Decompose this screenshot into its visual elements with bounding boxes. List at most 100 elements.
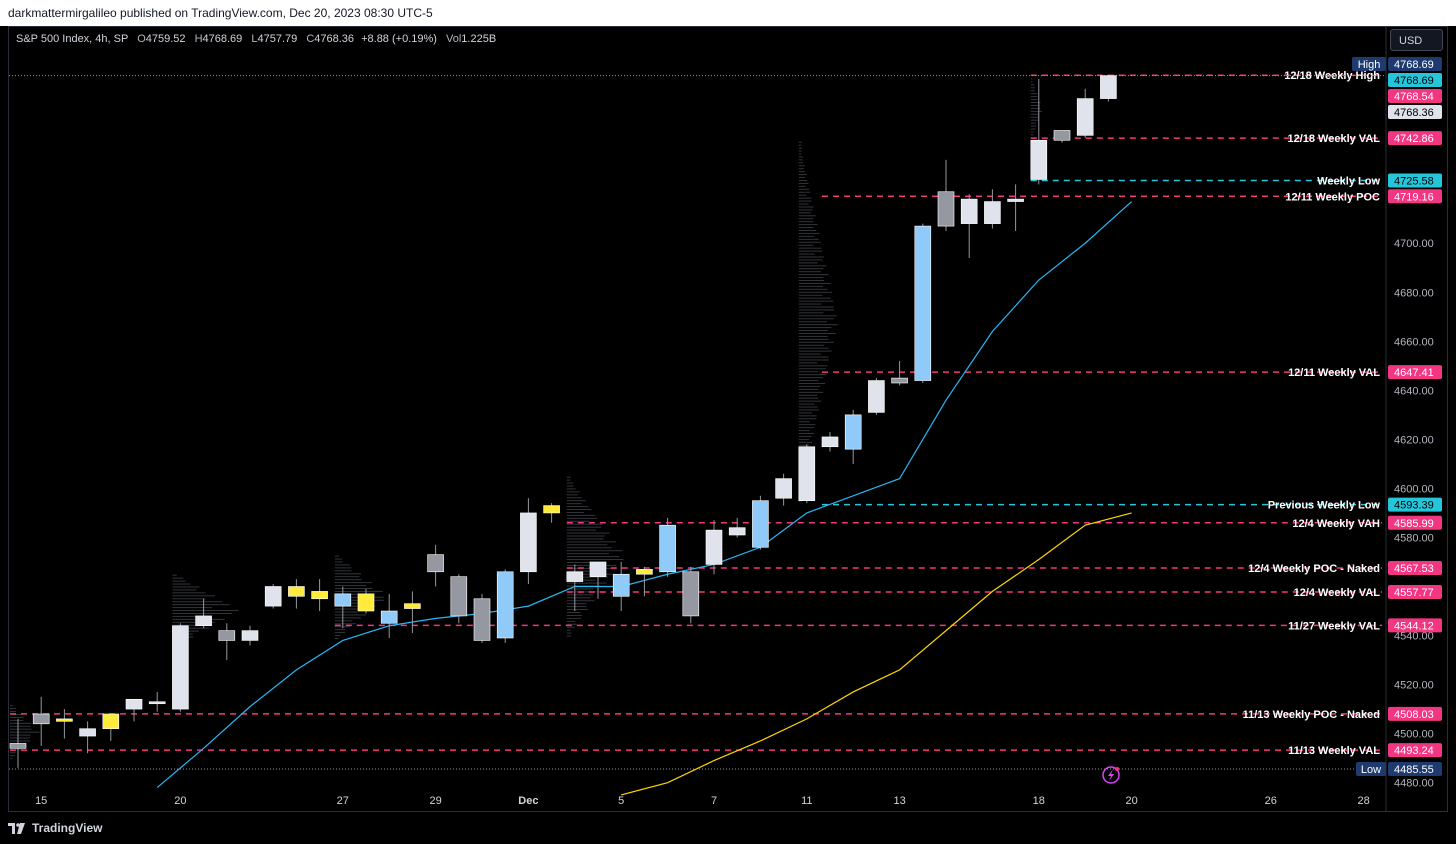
volume-profile-bar bbox=[172, 607, 213, 609]
tradingview-logo-icon bbox=[8, 822, 25, 834]
volume-profile-bar bbox=[566, 544, 608, 546]
volume-profile-bar bbox=[566, 491, 580, 493]
volume-profile-bar bbox=[798, 256, 824, 258]
low-tag-label: Low bbox=[1361, 764, 1381, 776]
price-tag bbox=[1388, 173, 1442, 188]
price-tag bbox=[1388, 497, 1442, 512]
candle bbox=[891, 360, 908, 386]
candle-body bbox=[218, 630, 236, 641]
volume-profile-bar bbox=[1030, 116, 1039, 118]
candle bbox=[589, 561, 607, 599]
candle-body bbox=[868, 380, 885, 413]
volume-profile-bar bbox=[1030, 107, 1041, 109]
candle-body bbox=[914, 225, 932, 381]
candle-body bbox=[543, 505, 560, 514]
volume-profile-bar bbox=[798, 159, 803, 161]
volume-profiles bbox=[10, 78, 1042, 760]
volume-profile-bar bbox=[172, 574, 177, 576]
volume-profile-bar bbox=[798, 280, 825, 282]
volume-profile-bar bbox=[1030, 78, 1033, 80]
currency-button[interactable]: USD bbox=[1390, 29, 1443, 51]
price-tag bbox=[1388, 131, 1442, 146]
volume-profile-bar bbox=[798, 271, 821, 273]
candle-body bbox=[984, 201, 1001, 224]
volume-profile-bar bbox=[798, 330, 829, 332]
volume-profile-bar bbox=[798, 306, 834, 308]
volume-profile-bar bbox=[798, 206, 814, 208]
volume-profile-bar bbox=[798, 427, 815, 429]
candlestick-chart[interactable]: 12/18 Weekly High 12/18 Weekly VAL Weekly … bbox=[0, 0, 1456, 812]
candle bbox=[148, 691, 166, 712]
candle bbox=[288, 579, 305, 609]
volume-profile-bar bbox=[798, 294, 823, 296]
volume-profile-bar bbox=[566, 561, 604, 563]
volume-profile-bar bbox=[566, 603, 587, 605]
volume-profile-bar bbox=[334, 555, 340, 557]
candle-body bbox=[496, 571, 514, 639]
candles bbox=[9, 74, 1117, 768]
price-tag-value: 4725.58 bbox=[1394, 176, 1434, 188]
volume-profile-bar bbox=[798, 362, 818, 364]
candle-body bbox=[960, 198, 978, 224]
high-value: 4768.69 bbox=[202, 33, 243, 45]
volume-profile-bar bbox=[334, 593, 372, 595]
level-lines: 12/18 Weekly High 12/18 Weekly VAL Weekly … bbox=[9, 70, 1385, 770]
volume-profile-bar bbox=[798, 168, 804, 170]
replay-icon[interactable] bbox=[1102, 766, 1120, 784]
volume-profile-bar bbox=[1030, 110, 1042, 112]
candle bbox=[218, 623, 236, 661]
x-tick-label: 20 bbox=[174, 795, 186, 807]
candle bbox=[1030, 78, 1048, 185]
volume-profile-bar bbox=[10, 758, 13, 760]
level-label: 11/13 Weekly VAL bbox=[1288, 745, 1380, 757]
candle-body bbox=[148, 701, 166, 705]
candle bbox=[334, 586, 352, 629]
volume-profile-bar bbox=[566, 632, 572, 634]
price-tag bbox=[1388, 89, 1442, 103]
candle-body bbox=[520, 512, 537, 573]
volume-profile-bar bbox=[172, 627, 210, 629]
candle-body bbox=[1007, 198, 1024, 202]
volume-profile-bar bbox=[798, 297, 831, 299]
volume-profile-bar bbox=[566, 626, 575, 628]
volume-profile-bar bbox=[172, 577, 184, 579]
candle bbox=[520, 498, 537, 585]
volume-profile-bar bbox=[1030, 134, 1034, 136]
volume-profile-bar bbox=[172, 595, 216, 597]
volume-profile-bar bbox=[798, 385, 821, 387]
tradingview-logo[interactable]: TradingView bbox=[8, 821, 102, 835]
volume-profile-bar bbox=[798, 403, 815, 405]
level-label: 12/4 Weekly POC - Naked bbox=[1248, 563, 1380, 575]
volume-profile-bar bbox=[798, 153, 802, 155]
candle-body bbox=[102, 713, 120, 730]
volume-profile-bar bbox=[566, 550, 623, 552]
volume-profile-bar bbox=[566, 582, 607, 584]
volume-profile-bar bbox=[798, 391, 824, 393]
volume-profile-bar bbox=[798, 212, 811, 214]
volume-profile-bar bbox=[798, 324, 838, 326]
volume-profile-bar bbox=[798, 438, 810, 440]
volume-profile-bar bbox=[798, 194, 807, 196]
candle bbox=[195, 598, 212, 629]
candle-body bbox=[450, 576, 468, 617]
volume-profile-bar bbox=[566, 503, 582, 505]
chart-frame[interactable] bbox=[8, 26, 1448, 812]
volume-profile-bar bbox=[798, 230, 817, 232]
price-tag-value: 4768.54 bbox=[1394, 91, 1434, 103]
volume-profile-bar bbox=[172, 610, 239, 612]
x-tick-label: 26 bbox=[1265, 795, 1277, 807]
x-tick-label: Dec bbox=[518, 795, 538, 807]
volume-profile-bar bbox=[334, 608, 373, 610]
volume-profile-bar bbox=[1030, 131, 1034, 133]
candle bbox=[728, 517, 746, 538]
candle bbox=[125, 698, 143, 722]
volume-profile-bar bbox=[10, 731, 40, 733]
volume-profile-bar bbox=[172, 586, 200, 588]
volume-profile-bar bbox=[334, 582, 373, 584]
volume-profile-bar bbox=[566, 479, 571, 481]
volume-profile-bar bbox=[798, 368, 827, 370]
volume-profile-bar bbox=[798, 147, 802, 149]
volume-profile-bar bbox=[798, 247, 822, 249]
volume-profile-bar bbox=[798, 418, 817, 420]
x-tick-label: 11 bbox=[801, 795, 812, 807]
